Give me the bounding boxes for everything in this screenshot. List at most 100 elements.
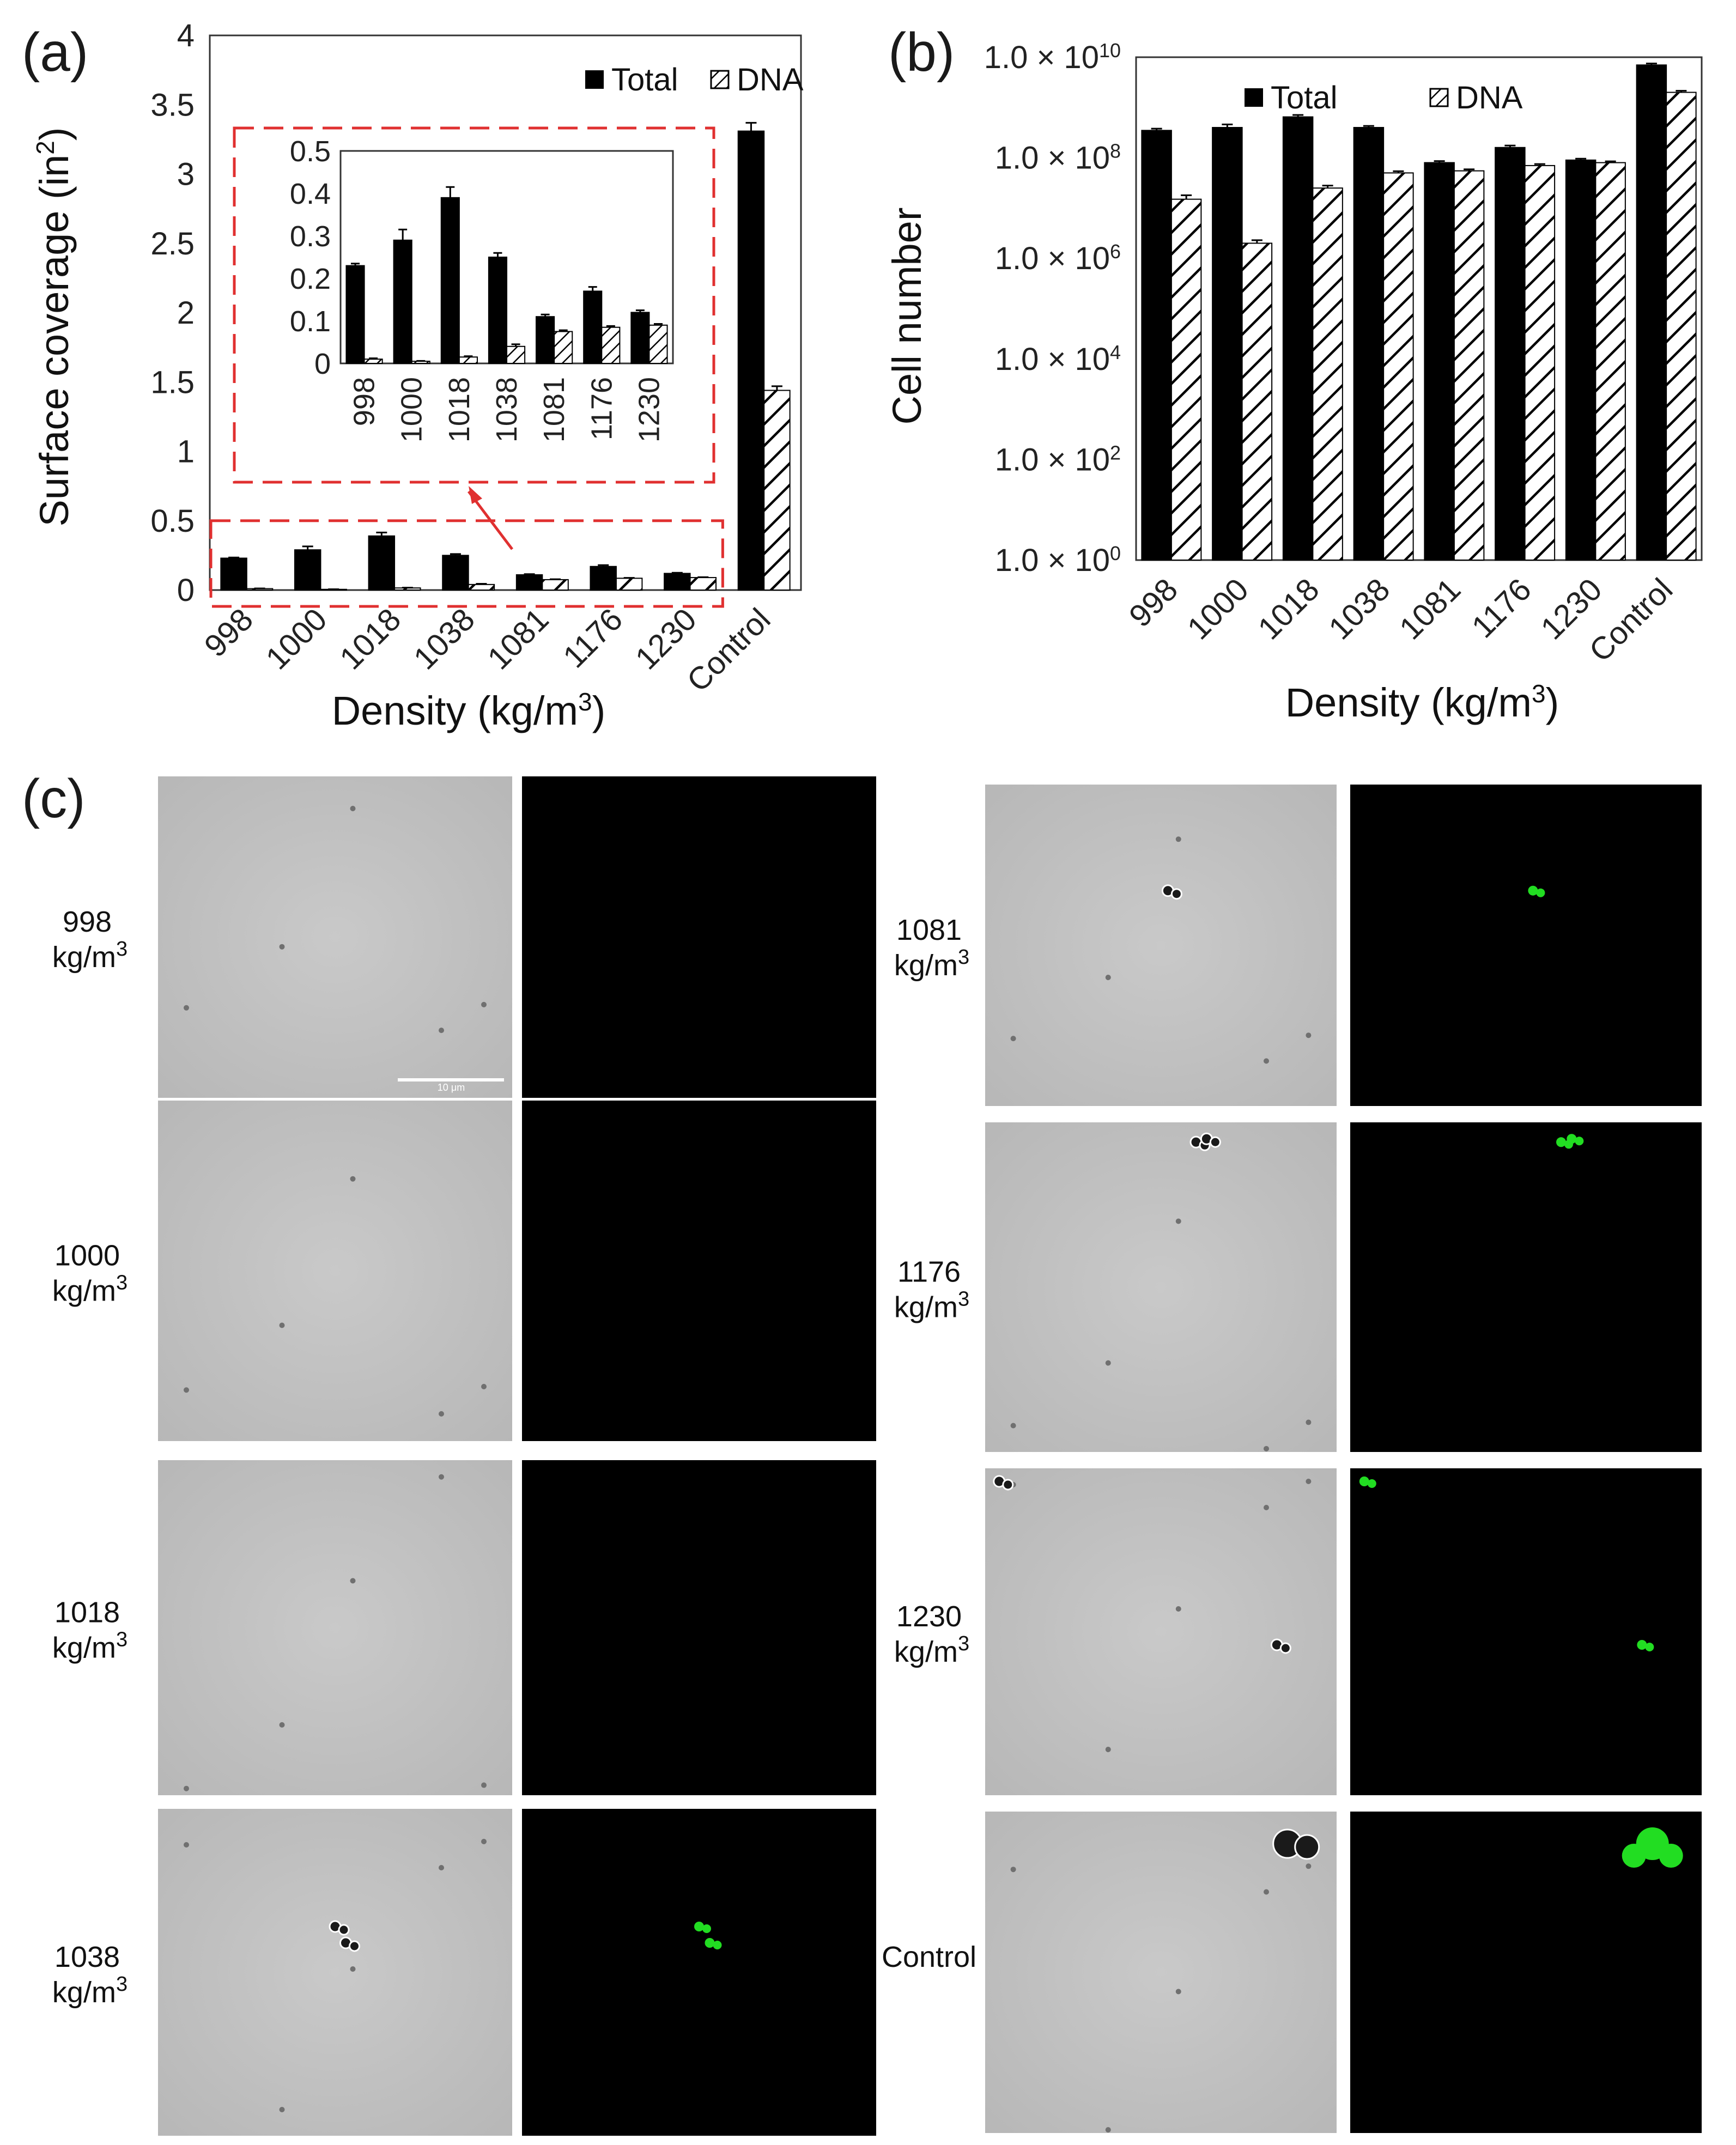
debris-spot xyxy=(1010,1867,1016,1873)
brightfield-cell xyxy=(1170,888,1182,900)
chart-a-bar-total xyxy=(664,573,691,591)
chart-b-y-tick-exp: 8 xyxy=(1110,139,1121,162)
chart-a-bar-dna xyxy=(468,584,495,591)
fluorescence-image xyxy=(522,1809,876,2136)
chart-b-y-tick-label: 1.0 × 100 xyxy=(995,542,1121,579)
panel-label-b: (b) xyxy=(888,22,955,83)
debris-spot xyxy=(184,1387,189,1393)
chart-a-inset-bar-dna xyxy=(648,324,668,364)
fluorescence-image xyxy=(522,1101,876,1441)
chart-b-bar-dna xyxy=(1170,198,1202,561)
brightfield-image xyxy=(985,785,1337,1106)
chart-a-y-tick-label: 2.5 xyxy=(150,226,195,262)
chart-b-y-tick-base: 1.0 × 10 xyxy=(995,342,1110,377)
debris-spot xyxy=(439,1028,444,1034)
brightfield-image xyxy=(985,1812,1337,2133)
fluorescence-image xyxy=(1350,1468,1702,1795)
chart-a-y-tick-label: 0 xyxy=(177,573,195,608)
chart-a-inset-x-tick-label: 1176 xyxy=(585,377,618,440)
chart-a-inset-bar-dna xyxy=(601,326,621,364)
micrograph-unit-sup: 3 xyxy=(958,1288,969,1311)
debris-spot xyxy=(1306,1479,1312,1484)
chart-a-inset-bar-total xyxy=(536,316,555,364)
micrograph-row-unit: kg/m3 xyxy=(894,1288,969,1324)
brightfield-cell xyxy=(338,1924,350,1936)
chart-a-y-tick-label: 3.5 xyxy=(150,87,195,123)
chart-a-axes xyxy=(209,34,802,591)
stained-cell xyxy=(702,1924,711,1933)
chart-b-bar-dna xyxy=(1524,165,1556,561)
chart-a-inset-y-tick-label: 0.4 xyxy=(290,178,331,210)
debris-spot xyxy=(1306,1419,1312,1425)
debris-spot xyxy=(439,1474,444,1480)
micrograph-row-label: 1000 xyxy=(54,1239,120,1272)
debris-spot xyxy=(1264,1445,1269,1451)
chart-b-y-tick-exp: 2 xyxy=(1110,441,1121,464)
stained-cell xyxy=(1645,1643,1654,1651)
stained-cell xyxy=(1359,1476,1369,1486)
brightfield-cell xyxy=(349,1940,360,1952)
stained-cell xyxy=(713,1941,722,1949)
debris-spot xyxy=(481,1839,487,1844)
chart-b-y-tick-exp: 4 xyxy=(1110,341,1121,363)
chart-b-y-tick-base: 1.0 × 10 xyxy=(984,40,1099,75)
chart-b-legend-total: Total xyxy=(1271,80,1338,116)
debris-spot xyxy=(350,806,356,811)
chart-b-bar-total xyxy=(1282,116,1314,561)
chart-b-bars xyxy=(1141,63,1697,561)
stained-cell xyxy=(1367,1479,1376,1488)
chart-b-bar-total xyxy=(1636,64,1667,561)
chart-a-legend-swatch-total xyxy=(585,70,604,89)
stained-cell xyxy=(1528,885,1538,896)
chart-a-y-tick-label: 1.5 xyxy=(150,364,195,400)
chart-a-legend-total: Total xyxy=(611,62,678,98)
brightfield-image xyxy=(985,1468,1337,1795)
debris-spot xyxy=(184,1842,189,1848)
scale-bar-label: 10 μm xyxy=(438,1082,465,1093)
chart-a-bar-total xyxy=(294,549,321,591)
debris-spot xyxy=(1306,1032,1312,1038)
chart-a-bars xyxy=(220,121,791,591)
chart-b-y-tick-label: 1.0 × 104 xyxy=(995,341,1121,377)
chart-a-inset-y-tick-label: 0.1 xyxy=(290,305,331,338)
chart-b-y-tick-exp: 10 xyxy=(1099,39,1121,62)
chart-a-inset-x-tick-label: 1230 xyxy=(633,377,665,442)
chart-a-inset-bar-total xyxy=(583,290,603,364)
chart-b-y-tick-label: 1.0 × 108 xyxy=(995,139,1121,176)
micrograph-row-label: 1230 xyxy=(896,1600,962,1633)
debris-spot xyxy=(1175,836,1181,842)
debris-spot xyxy=(1105,1360,1111,1366)
debris-spot xyxy=(1105,1747,1111,1752)
chart-b-bar-dna xyxy=(1595,162,1626,561)
micrograph-row-label: 998 xyxy=(63,906,112,938)
debris-spot xyxy=(439,1411,444,1417)
chart-a-y-tick-label: 4 xyxy=(177,18,195,53)
chart-b-x-tick-label: 1081 xyxy=(1393,572,1467,646)
chart-a-bar-total xyxy=(220,557,247,591)
chart-a-bar-dna xyxy=(689,577,717,591)
debris-spot xyxy=(1010,1036,1016,1042)
chart-a-inset-bar-total xyxy=(488,257,508,364)
micrograph-grid: 998kg/m31000kg/m31018kg/m31038kg/m31081k… xyxy=(52,776,1702,2136)
fluorescence-image xyxy=(522,776,876,1098)
chart-a-y-axis-title: Surface coverage (in2) xyxy=(31,127,77,526)
chart-a-bar-dna xyxy=(615,578,643,591)
chart-b-x-tick-label: 998 xyxy=(1122,572,1185,634)
chart-a-inset-x-tick-label: 1000 xyxy=(396,377,428,442)
micrograph-unit-text: kg/m xyxy=(894,1291,958,1324)
chart-a-y-ticks: 0 0.5 1 1.5 2 2.5 3 3.5 4 xyxy=(150,18,195,608)
brightfield-image xyxy=(158,1101,512,1441)
debris-spot xyxy=(279,2107,285,2112)
chart-a-bar-dna xyxy=(763,390,791,591)
micrograph-unit-sup: 3 xyxy=(116,1629,128,1651)
debris-spot xyxy=(1105,975,1111,980)
debris-spot xyxy=(279,944,285,950)
chart-a-inset-x-tick-label: 1081 xyxy=(538,377,570,442)
micrograph-unit-text: kg/m xyxy=(52,1275,116,1308)
chart-a-y-tick-label: 3 xyxy=(177,157,195,192)
chart-a-inset-bar-total xyxy=(440,197,460,364)
chart-b-legend: Total DNA xyxy=(1245,80,1523,116)
panel-label-c: (c) xyxy=(22,768,86,829)
